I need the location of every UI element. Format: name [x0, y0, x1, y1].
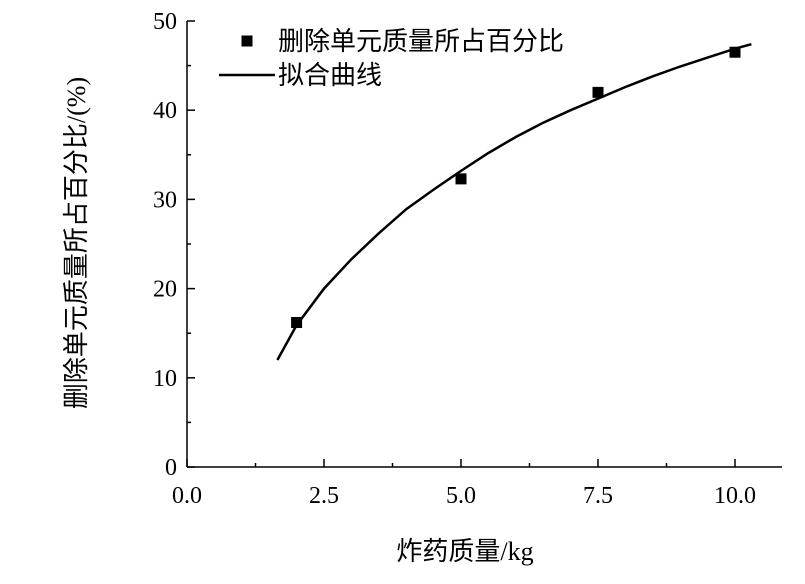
axes — [186, 21, 782, 468]
x-tick-label: 2.5 — [309, 483, 339, 509]
x-tick-label: 10.0 — [714, 483, 756, 509]
x-ticks: 0.0 2.5 5.0 7.5 10.0 — [172, 459, 756, 509]
y-tick-label: 40 — [153, 98, 177, 124]
plot-area — [276, 42, 752, 361]
x-tick-label: 5.0 — [446, 483, 476, 509]
data-point-marker — [592, 86, 604, 98]
y-tick-label: 0 — [165, 455, 177, 481]
y-tick-label: 50 — [153, 9, 177, 35]
y-tick-label: 10 — [153, 366, 177, 392]
legend-entry-label: 删除单元质量所占百分比 — [278, 27, 564, 56]
y-ticks: 0 10 20 30 40 50 — [153, 9, 195, 481]
y-axis-label: 删除单元质量所占百分比/(%) — [62, 77, 91, 409]
x-tick-label: 7.5 — [583, 483, 613, 509]
fit-curve-line — [276, 42, 752, 361]
legend-marker-square — [241, 35, 253, 47]
legend-entry-label: 拟合曲线 — [278, 61, 382, 90]
x-axis-label: 炸药质量/kg — [396, 537, 533, 566]
x-tick-label: 0.0 — [172, 483, 202, 509]
y-tick-label: 20 — [153, 277, 177, 303]
data-point-marker — [729, 46, 741, 58]
data-point-marker — [291, 316, 303, 328]
y-tick-label: 30 — [153, 187, 177, 213]
data-point-marker — [455, 173, 467, 185]
